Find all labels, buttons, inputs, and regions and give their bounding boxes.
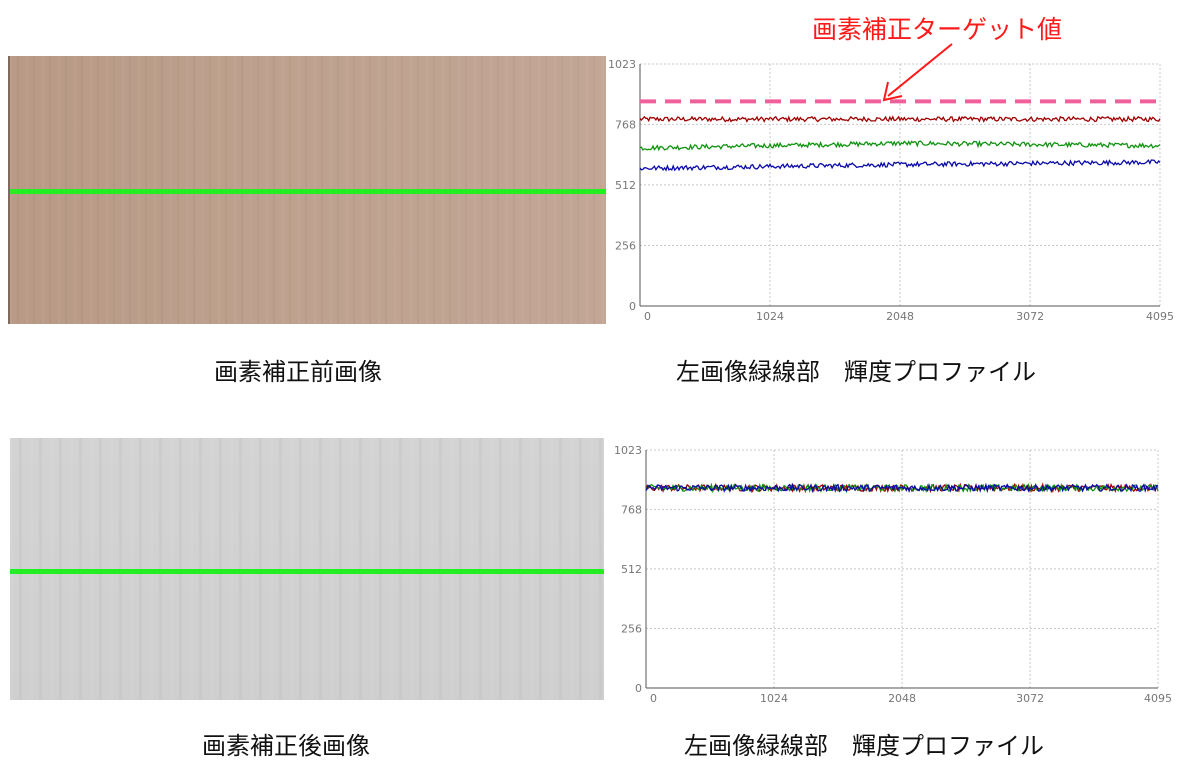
x-tick-label: 4095: [1144, 692, 1172, 705]
y-tick-label: 0: [629, 300, 636, 313]
y-tick-label: 0: [635, 682, 642, 695]
x-tick-label: 2048: [886, 310, 914, 323]
after-profile-caption: 左画像緑線部 輝度プロファイル: [684, 732, 1044, 760]
x-tick-label: 1024: [760, 692, 788, 705]
x-tick-label: 3072: [1016, 692, 1044, 705]
series-line: [639, 159, 1161, 172]
x-tick-label: 4095: [1146, 310, 1174, 323]
y-tick-label: 512: [615, 179, 636, 192]
series-line: [639, 115, 1161, 123]
profile-line-marker: [10, 189, 606, 194]
y-tick-label: 256: [621, 622, 642, 635]
y-tick-label: 512: [621, 563, 642, 576]
x-tick-label: 3072: [1016, 310, 1044, 323]
series-line: [639, 139, 1161, 152]
before-profile-caption: 左画像緑線部 輝度プロファイル: [676, 358, 1036, 386]
y-tick-label: 768: [615, 118, 636, 131]
x-tick-label: 0: [650, 692, 657, 705]
y-tick-label: 1023: [608, 58, 636, 71]
after-luminance-profile-chart: 0 256 512 768 1023 0 1024 2048 3072 4095: [614, 444, 1172, 705]
y-tick-label: 768: [621, 503, 642, 516]
target-value-label: 画素補正ターゲット値: [812, 15, 1063, 44]
series-line: [645, 482, 1159, 494]
before-luminance-profile-chart: 0 256 512 768 1023 0 1024 2048 3072 4095: [608, 58, 1174, 323]
x-tick-label: 0: [644, 310, 651, 323]
after-image-caption: 画素補正後画像: [202, 732, 370, 760]
profile-line-marker: [10, 569, 604, 574]
before-image-caption: 画素補正前画像: [214, 358, 382, 386]
before-correction-image: [8, 56, 606, 324]
after-correction-image: [10, 438, 604, 700]
x-tick-label: 2048: [888, 692, 916, 705]
y-tick-label: 1023: [614, 444, 642, 457]
y-tick-label: 256: [615, 239, 636, 252]
x-tick-label: 1024: [756, 310, 784, 323]
